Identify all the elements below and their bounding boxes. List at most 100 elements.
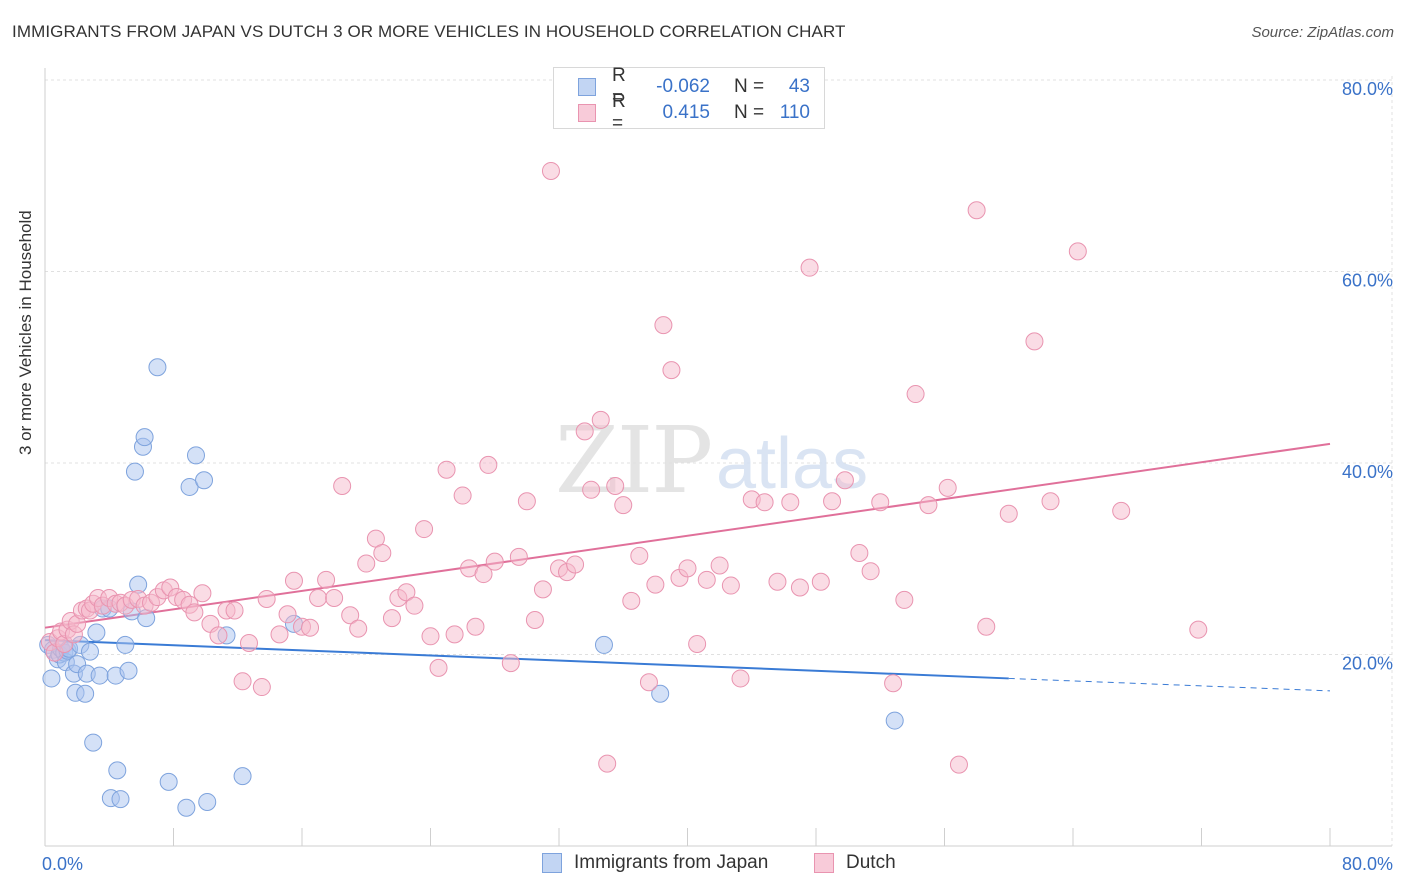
source-note: Source: ZipAtlas.com <box>1251 24 1394 41</box>
japan-point <box>233 767 252 786</box>
dutch-point <box>630 546 649 565</box>
japan-point <box>198 792 217 811</box>
dutch-point <box>790 578 809 597</box>
series-label-dutch: Dutch <box>846 852 896 873</box>
dutch-point <box>474 565 493 584</box>
grid-lines <box>45 76 1393 846</box>
japan-point <box>108 761 127 780</box>
japan-point <box>148 358 167 377</box>
dutch-point <box>598 754 617 773</box>
dutch-point <box>906 385 925 404</box>
dutch-point <box>938 478 957 497</box>
dutch-point <box>1025 332 1044 351</box>
series-label-japan: Immigrants from Japan <box>574 852 769 873</box>
series-swatch-dutch <box>814 853 834 873</box>
dutch-point <box>525 611 544 630</box>
dutch-point <box>301 618 320 637</box>
legend-r-value: 0.415 <box>662 102 710 123</box>
dutch-point <box>349 619 368 638</box>
legend-n-label: N = <box>734 76 765 97</box>
dutch-point <box>884 674 903 693</box>
series-legend-dutch[interactable]: Dutch <box>814 852 896 874</box>
dutch-point <box>252 678 271 697</box>
japan-point <box>42 669 61 688</box>
japan-trend-extension <box>1008 677 1331 692</box>
dutch-point <box>341 606 360 625</box>
dutch-point <box>755 493 774 512</box>
dutch-point <box>678 559 697 578</box>
dutch-point <box>501 654 520 673</box>
dutch-point <box>466 617 485 636</box>
series-legend: Immigrants from Japan Dutch <box>0 852 1406 878</box>
dutch-point <box>533 580 552 599</box>
watermark: ZIP atlas <box>555 407 868 514</box>
dutch-point <box>193 584 212 603</box>
y-tick-label: 60.0% <box>1342 271 1393 291</box>
dutch-point <box>517 492 536 511</box>
legend-swatch-dutch <box>578 104 596 122</box>
dutch-point <box>541 161 560 180</box>
dutch-point <box>415 520 434 539</box>
chart-title: IMMIGRANTS FROM JAPAN VS DUTCH 3 OR MORE… <box>12 22 846 41</box>
dutch-point <box>485 552 504 571</box>
dutch-point <box>209 626 228 645</box>
japan-point <box>116 635 135 654</box>
dutch-point <box>382 609 401 628</box>
dutch-point <box>421 627 440 646</box>
japan-point <box>76 684 95 703</box>
dutch-point <box>309 589 328 608</box>
japan-point <box>125 462 144 481</box>
japan-point <box>90 666 109 685</box>
dutch-point <box>333 476 352 495</box>
japan-trend-line <box>44 639 1009 680</box>
dutch-point <box>429 658 448 677</box>
dutch-point <box>445 625 464 644</box>
dutch-point <box>949 755 968 774</box>
tick-labels: 20.0% 40.0% 60.0% 80.0% 0.0% 80.0% <box>42 79 1393 874</box>
watermark-zip: ZIP <box>555 407 711 514</box>
legend-r-value: -0.062 <box>656 76 710 97</box>
dutch-point <box>437 460 456 479</box>
dutch-point <box>721 576 740 595</box>
series-swatch-japan <box>542 853 562 873</box>
dutch-point <box>185 603 204 622</box>
legend-swatch-japan <box>578 78 596 96</box>
dutch-point <box>731 669 750 688</box>
japan-point <box>84 733 103 752</box>
dutch-point <box>654 316 673 335</box>
dutch-point <box>566 555 585 574</box>
dutch-point <box>582 480 601 499</box>
watermark-atlas: atlas <box>716 424 868 504</box>
dutch-point <box>575 422 594 441</box>
japan-point <box>885 711 904 730</box>
y-axis-label: 3 or more Vehicles in Household <box>16 210 35 455</box>
dutch-point <box>1068 242 1087 261</box>
dutch-point <box>1189 620 1208 639</box>
legend-row-dutch: R = 0.415 N = 110 <box>578 91 810 134</box>
dutch-point <box>662 361 681 380</box>
dutch-point <box>405 596 424 615</box>
japan-point <box>651 684 670 703</box>
series-legend-japan[interactable]: Immigrants from Japan <box>542 852 768 874</box>
japan-point <box>111 790 130 809</box>
dutch-point <box>967 201 986 220</box>
dutch-point <box>999 504 1018 523</box>
dutch-point <box>373 544 392 563</box>
dutch-point <box>614 496 633 515</box>
dutch-point <box>895 590 914 609</box>
dutch-point <box>622 591 641 610</box>
dutch-point <box>397 583 416 602</box>
dutch-point <box>710 556 729 575</box>
dutch-point <box>1041 492 1060 511</box>
dutch-point <box>639 673 658 692</box>
japan-point <box>594 635 613 654</box>
dutch-point <box>225 601 244 620</box>
japan-point <box>135 428 154 447</box>
dutch-point <box>317 570 336 589</box>
dutch-point <box>270 625 289 644</box>
dutch-point <box>479 455 498 474</box>
points <box>39 161 1208 817</box>
japan-point <box>186 446 205 465</box>
dutch-point <box>233 672 252 691</box>
dutch-point <box>919 496 938 515</box>
